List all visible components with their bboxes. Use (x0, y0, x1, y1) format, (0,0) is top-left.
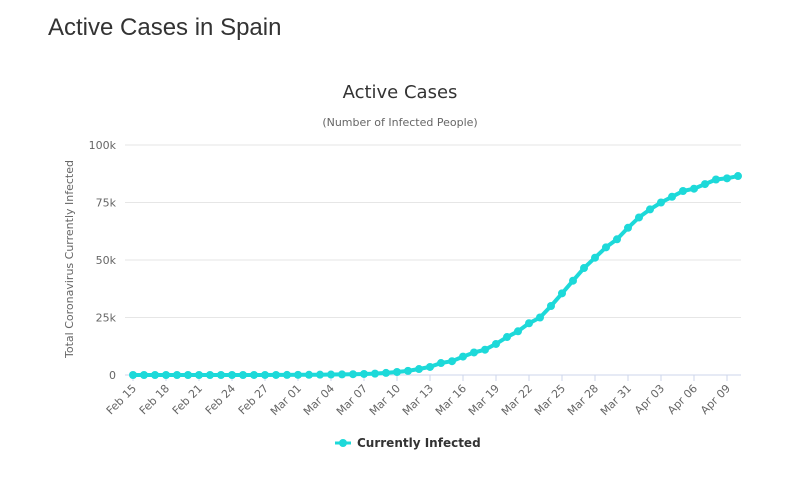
data-point[interactable] (503, 333, 511, 342)
data-point[interactable] (459, 352, 467, 361)
data-point[interactable] (327, 370, 335, 379)
data-point[interactable] (426, 362, 434, 371)
data-point[interactable] (481, 345, 489, 354)
data-point[interactable] (558, 289, 566, 298)
data-point[interactable] (228, 370, 236, 379)
data-point[interactable] (547, 302, 555, 310)
data-point[interactable] (657, 198, 665, 207)
y-tick-label: 50k (96, 254, 117, 267)
data-point[interactable] (217, 370, 225, 379)
data-point[interactable] (173, 370, 181, 379)
data-point[interactable] (415, 365, 423, 374)
data-point[interactable] (613, 235, 621, 244)
legend-label: Currently Infected (357, 436, 481, 450)
x-tick-label: Feb 24 (203, 382, 238, 417)
x-tick-label: Mar 10 (367, 382, 403, 418)
data-point[interactable] (349, 370, 357, 379)
x-tick-label: Feb 15 (104, 382, 139, 417)
x-tick-label: Apr 06 (665, 382, 700, 417)
data-point[interactable] (162, 370, 170, 379)
data-point[interactable] (635, 213, 643, 222)
data-point[interactable] (371, 369, 379, 378)
data-point[interactable] (305, 370, 313, 379)
data-point[interactable] (206, 370, 214, 379)
data-point[interactable] (602, 243, 610, 252)
data-point[interactable] (569, 276, 577, 285)
data-point[interactable] (723, 174, 731, 183)
data-point[interactable] (261, 370, 269, 379)
data-point[interactable] (404, 366, 412, 375)
data-point[interactable] (668, 192, 676, 201)
x-tick-label: Mar 01 (268, 382, 304, 418)
x-tick-label: Mar 22 (499, 382, 535, 418)
series-currently-infected (129, 172, 742, 379)
chart-subtitle: (Number of Infected People) (322, 116, 477, 129)
data-point[interactable] (624, 223, 632, 232)
y-tick-label: 100k (89, 139, 117, 152)
data-point[interactable] (701, 180, 709, 189)
x-tick-label: Feb 21 (170, 382, 205, 417)
data-point[interactable] (195, 370, 203, 379)
data-point[interactable] (360, 369, 368, 378)
data-point[interactable] (525, 319, 533, 328)
x-tick-label: Mar 28 (565, 382, 601, 418)
data-point[interactable] (316, 370, 324, 379)
chart-title: Active Cases (343, 82, 458, 103)
data-point[interactable] (151, 370, 159, 379)
x-tick-label: Mar 31 (598, 382, 634, 418)
x-tick-label: Feb 27 (236, 382, 271, 417)
data-point[interactable] (239, 370, 247, 379)
data-point[interactable] (514, 327, 522, 336)
page-title: Active Cases in Spain (48, 14, 282, 41)
x-tick-label: Mar 19 (466, 382, 502, 418)
data-point[interactable] (437, 359, 445, 368)
legend[interactable]: Currently Infected (335, 436, 481, 450)
y-axis-ticks: 0 25k 50k 75k 100k (89, 139, 117, 382)
data-point[interactable] (283, 370, 291, 379)
data-point[interactable] (536, 313, 544, 322)
data-point[interactable] (129, 370, 137, 379)
data-point[interactable] (140, 370, 148, 379)
data-point[interactable] (734, 172, 742, 181)
data-point[interactable] (580, 264, 588, 273)
series-line (131, 174, 740, 377)
data-point[interactable] (338, 370, 346, 379)
legend-marker (339, 439, 347, 447)
data-point[interactable] (272, 370, 280, 379)
data-point[interactable] (448, 357, 456, 366)
gridlines (125, 144, 741, 318)
data-point[interactable] (294, 370, 302, 379)
data-point[interactable] (712, 175, 720, 184)
data-point[interactable] (184, 370, 192, 379)
data-point[interactable] (646, 205, 654, 214)
y-axis-label: Total Coronavirus Currently Infected (63, 160, 76, 359)
data-point[interactable] (679, 187, 687, 195)
x-tick-label: Mar 13 (400, 382, 436, 418)
x-tick-label: Mar 25 (532, 382, 568, 418)
x-tick-label: Mar 16 (433, 382, 469, 418)
y-tick-label: 0 (109, 369, 116, 382)
data-point[interactable] (591, 253, 599, 262)
data-point[interactable] (250, 370, 258, 379)
x-tick-label: Mar 04 (301, 382, 337, 418)
data-point[interactable] (492, 339, 500, 348)
y-tick-label: 25k (96, 312, 117, 325)
data-point[interactable] (470, 348, 478, 357)
y-tick-label: 75k (96, 197, 117, 210)
x-tick-label: Mar 07 (334, 382, 370, 418)
data-point[interactable] (382, 368, 390, 377)
x-tick-label: Apr 03 (632, 382, 667, 417)
data-point[interactable] (690, 184, 698, 193)
x-tick-label: Apr 09 (698, 382, 733, 417)
x-tick-label: Feb 18 (137, 382, 172, 417)
data-point[interactable] (393, 368, 401, 377)
